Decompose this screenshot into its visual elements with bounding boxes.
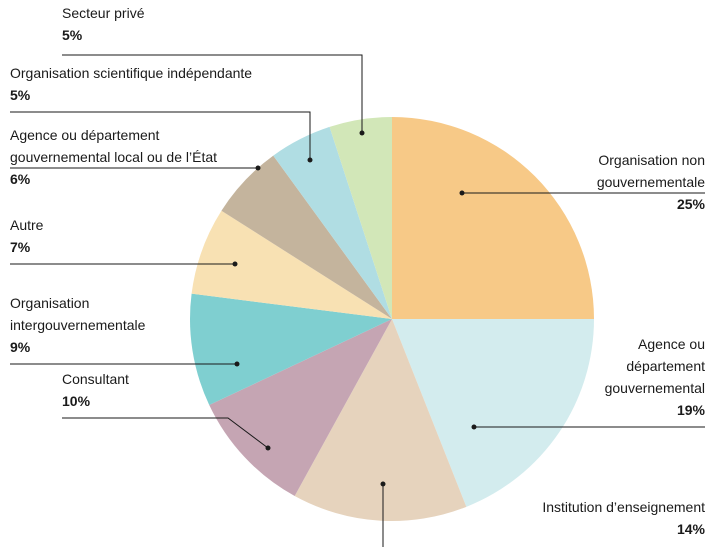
slice-label: Organisation intergouvernementale — [10, 295, 146, 333]
value-label: 10% — [62, 393, 91, 409]
label-line: Autre — [10, 217, 44, 233]
pie-slice — [209, 319, 392, 497]
label-line: Institution d’enseignement — [542, 499, 705, 515]
leader-dot — [234, 361, 240, 367]
leader-line — [62, 54, 363, 133]
label-line: Agence ou — [638, 336, 705, 352]
value-label: 5% — [10, 87, 31, 103]
slice-label: Institution d’enseignement — [542, 499, 705, 515]
slice-label: Agence ou département gouvernemental — [605, 336, 706, 396]
leader-line — [62, 417, 269, 449]
value-label: 14% — [677, 521, 706, 537]
pie-slice — [294, 319, 467, 521]
label-line: gouvernemental — [605, 380, 705, 396]
label-line: Organisation non — [598, 152, 705, 168]
value-label: 9% — [10, 339, 31, 355]
value-label: 19% — [677, 402, 706, 418]
slice-label: Organisation non gouvernementale — [597, 152, 705, 190]
slice-label: Organisation scientifique indépendante — [10, 65, 252, 81]
value-label: 7% — [10, 239, 31, 255]
pie-slice — [191, 210, 392, 319]
pie-slice — [190, 293, 392, 406]
leader-dot — [359, 130, 365, 136]
slice-label: Consultant — [62, 371, 129, 387]
label-line: Secteur privé — [62, 5, 145, 21]
leader-dot — [265, 445, 271, 451]
slice-label: Autre — [10, 217, 44, 233]
leader-dot — [255, 165, 261, 171]
value-label: 5% — [62, 27, 83, 43]
pie-slice — [392, 117, 594, 319]
pie-slice — [273, 126, 392, 319]
label-line: Organisation — [10, 295, 89, 311]
leader-dot — [471, 424, 477, 430]
label-line: Agence ou département — [10, 127, 160, 143]
label-line: gouvernementale — [597, 174, 705, 190]
value-label: 25% — [677, 196, 706, 212]
leader-dot — [380, 481, 386, 487]
leader-dot — [459, 190, 465, 196]
label-line: Organisation scientifique indépendante — [10, 65, 252, 81]
pie-slice — [392, 319, 594, 507]
leader-dot — [307, 157, 313, 163]
value-label: 6% — [10, 171, 31, 187]
label-line: Consultant — [62, 371, 129, 387]
slice-label: Agence ou département gouvernemental loca… — [10, 127, 217, 165]
label-line: gouvernemental local ou de l’État — [10, 149, 217, 165]
label-line: département — [626, 358, 705, 374]
pie-slice — [329, 117, 392, 319]
label-line: intergouvernementale — [10, 317, 146, 333]
leader-dot — [232, 261, 238, 267]
leader-line — [10, 111, 311, 160]
pie-slice — [221, 155, 392, 319]
slice-label: Secteur privé — [62, 5, 145, 21]
